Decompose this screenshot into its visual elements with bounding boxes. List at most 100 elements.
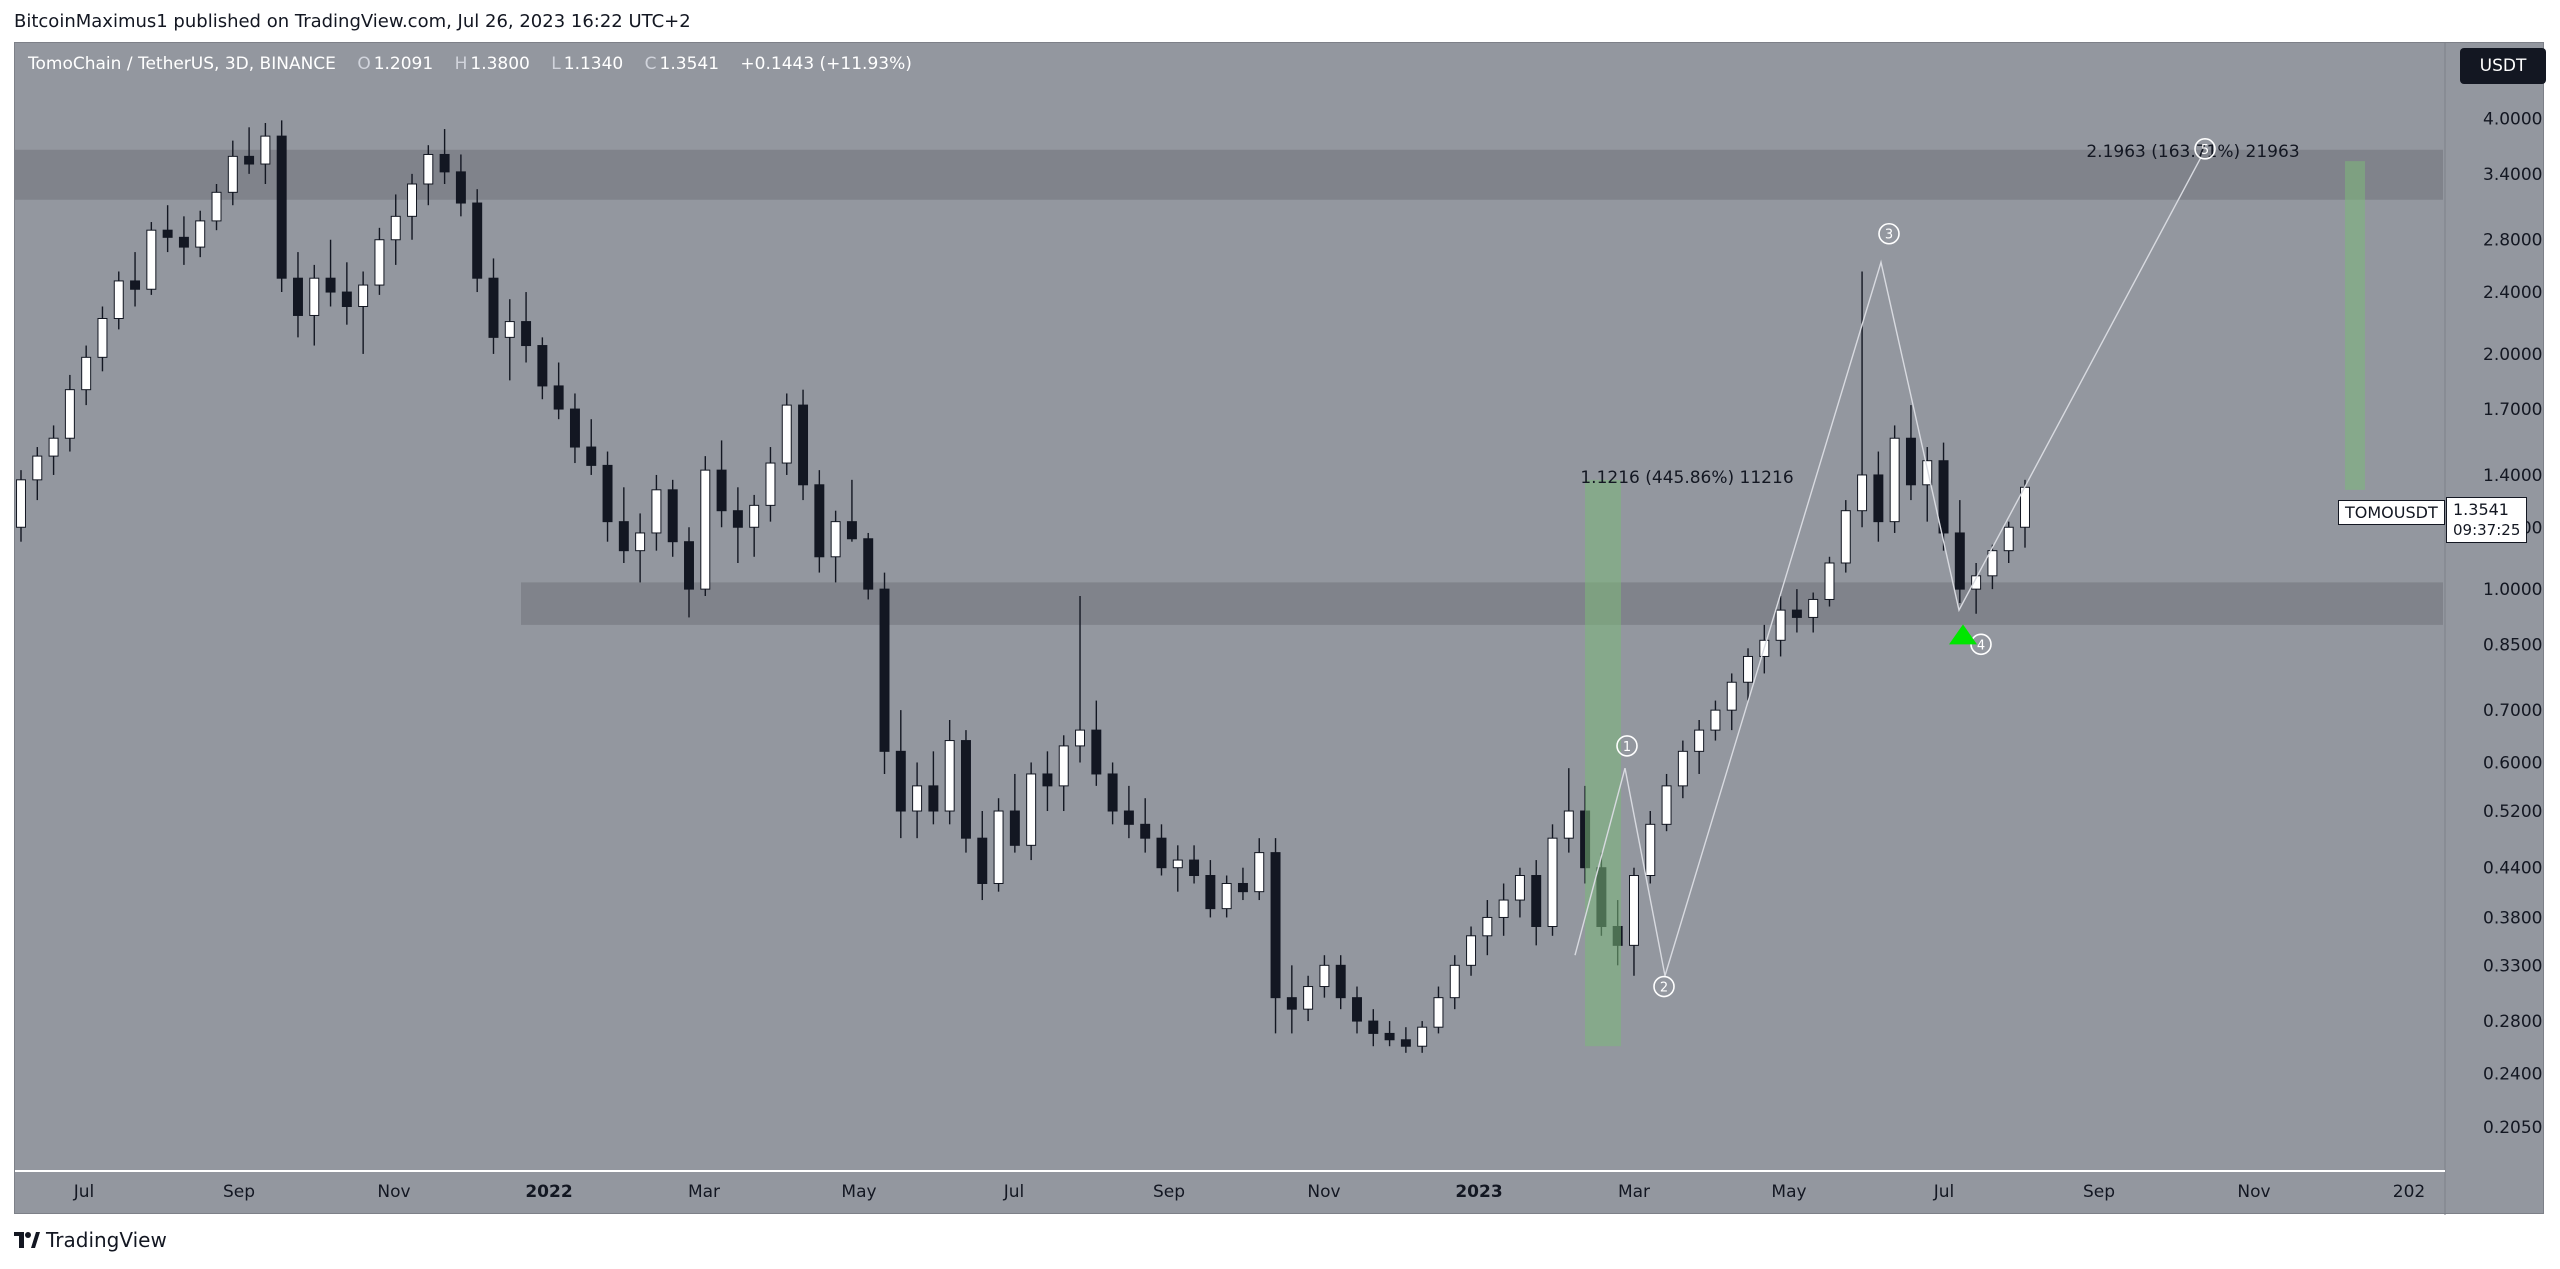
price-chart[interactable]: 1.1216 (445.86%) 11216 2.1963 (163.71%) 2…: [15, 43, 2545, 1215]
time-tick-label: Jul: [73, 1182, 95, 1202]
candle-body: [830, 521, 841, 558]
price-tick-label: 0.7000: [2483, 701, 2542, 721]
candle-body: [1189, 859, 1200, 877]
time-tick-label: Sep: [223, 1182, 255, 1202]
candle-body: [1009, 810, 1020, 846]
candle-body: [1254, 852, 1265, 893]
candle-body: [2003, 526, 2014, 552]
candle-body: [64, 389, 75, 439]
price-tick-label: 0.2050: [2483, 1118, 2542, 1138]
candle-body: [162, 229, 173, 238]
candle-body: [309, 277, 320, 316]
candle-body: [1857, 474, 1868, 512]
measure-range-box: [2345, 161, 2365, 490]
measure-range-box: [1585, 479, 1621, 1047]
candle-body: [32, 455, 43, 481]
price-tick-label: 2.0000: [2483, 345, 2542, 365]
currency-button[interactable]: USDT: [2460, 48, 2546, 84]
resistance-zone: [15, 149, 2443, 200]
candle-body: [1628, 875, 1639, 946]
candle-body: [1808, 598, 1819, 618]
close-label: C: [644, 54, 657, 74]
last-price-tag: 1.3541 09:37:25: [2446, 497, 2528, 543]
symbol-legend[interactable]: TomoChain / TetherUS, 3D, BINANCE O 1.209…: [28, 54, 912, 74]
time-tick-label: 2023: [1455, 1182, 1502, 1202]
high-label: H: [454, 54, 468, 74]
candle-body: [912, 785, 923, 812]
candle-body: [1987, 550, 1998, 577]
candle-body: [798, 404, 809, 486]
support-zone: [521, 582, 2443, 625]
candle-body: [407, 183, 418, 217]
price-tick-label: 2.8000: [2483, 231, 2542, 251]
candle-body: [1889, 437, 1900, 523]
tradingview-logo-icon: [14, 1232, 40, 1248]
candle-body: [1905, 437, 1916, 486]
candle-body: [1075, 729, 1086, 747]
wave-label-5: 5: [2201, 143, 2209, 158]
candle-body: [944, 740, 955, 812]
candle-body: [1677, 750, 1688, 787]
candle-body: [651, 489, 662, 534]
price-tick-label: 0.2800: [2483, 1012, 2542, 1032]
candle-body: [863, 538, 874, 590]
candle-body: [195, 220, 206, 248]
candle-body: [716, 469, 727, 512]
tradingview-brand: TradingView: [46, 1228, 167, 1252]
candle-body: [684, 541, 694, 590]
candle-body: [211, 191, 222, 222]
candle-body: [292, 277, 303, 316]
candle-body: [1661, 785, 1672, 825]
candle-body: [1514, 875, 1525, 901]
tradingview-footer[interactable]: TradingView: [14, 1228, 167, 1252]
candle-body: [1563, 810, 1574, 839]
price-tick-label: 4.0000: [2483, 110, 2542, 130]
high-value: 1.3800: [470, 54, 530, 74]
candle-body: [130, 280, 141, 290]
time-tick-label: Sep: [2083, 1182, 2115, 1202]
last-price-value: 1.3541: [2453, 500, 2509, 519]
candle-body: [1058, 745, 1069, 787]
wave-label-1: 1: [1623, 740, 1631, 755]
candle-body: [178, 236, 189, 248]
candle-body: [48, 437, 59, 457]
candle-body: [1645, 823, 1656, 877]
chart-panel[interactable]: 1.1216 (445.86%) 11216 2.1963 (163.71%) 2…: [14, 42, 2545, 1215]
publisher-line: BitcoinMaximus1 published on TradingView…: [14, 11, 691, 32]
candle-body: [1042, 773, 1053, 787]
symbol-name[interactable]: TomoChain / TetherUS, 3D, BINANCE: [28, 54, 336, 74]
close-value: 1.3541: [659, 54, 720, 74]
candle-body: [1938, 460, 1949, 534]
candle-body: [146, 229, 157, 290]
candle-body: [455, 171, 466, 204]
price-tick-label: 2.4000: [2483, 283, 2542, 303]
low-value: 1.1340: [563, 54, 624, 74]
candle-body: [1335, 964, 1346, 999]
candle-body: [1775, 609, 1786, 641]
price-tick-label: 0.3800: [2483, 908, 2542, 928]
price-tick-label: 1.4000: [2483, 466, 2542, 486]
candle-body: [1791, 609, 1802, 618]
candle-body: [521, 321, 532, 347]
price-tick-label: 0.6000: [2483, 753, 2542, 773]
candle-body: [1172, 859, 1183, 869]
candle-body: [113, 280, 124, 320]
candle-body: [602, 464, 613, 523]
price-tick-label: 1.7000: [2483, 400, 2542, 420]
time-tick-label: Nov: [2237, 1182, 2270, 1202]
candle-body: [1466, 935, 1477, 966]
time-tick-label: 2022: [525, 1182, 572, 1202]
candle-body: [1352, 997, 1362, 1022]
candle-body: [569, 408, 580, 448]
time-tick-label: Nov: [377, 1182, 410, 1202]
time-tick-label: Mar: [1618, 1182, 1650, 1202]
candle-body: [732, 510, 743, 528]
price-tick-label: 0.3300: [2483, 956, 2542, 976]
candle-body: [1368, 1020, 1379, 1034]
candle-body: [488, 277, 499, 338]
price-tick-label: 0.4400: [2483, 859, 2542, 879]
wave-label-circle: [1616, 735, 1638, 757]
time-tick-label: May: [841, 1182, 876, 1202]
candle-body: [553, 385, 564, 410]
candle-body: [1123, 810, 1134, 825]
